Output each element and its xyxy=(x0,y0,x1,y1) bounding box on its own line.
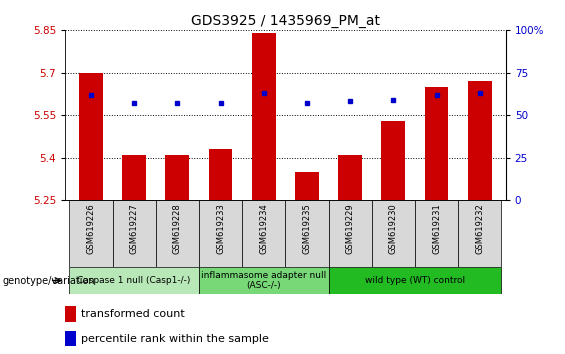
Text: percentile rank within the sample: percentile rank within the sample xyxy=(81,333,269,344)
Title: GDS3925 / 1435969_PM_at: GDS3925 / 1435969_PM_at xyxy=(191,14,380,28)
Bar xyxy=(338,155,362,200)
Text: GSM619235: GSM619235 xyxy=(302,203,311,254)
Bar xyxy=(199,267,328,294)
Bar xyxy=(242,200,285,267)
Text: transformed count: transformed count xyxy=(81,309,185,319)
Bar xyxy=(69,200,112,267)
Bar xyxy=(252,33,276,200)
Bar xyxy=(468,81,492,200)
Bar xyxy=(199,200,242,267)
Bar xyxy=(372,200,415,267)
Bar xyxy=(156,200,199,267)
Text: genotype/variation: genotype/variation xyxy=(3,275,95,286)
Text: GSM619234: GSM619234 xyxy=(259,203,268,254)
Text: GSM619233: GSM619233 xyxy=(216,203,225,254)
Bar xyxy=(285,200,328,267)
Bar xyxy=(122,155,146,200)
Text: GSM619231: GSM619231 xyxy=(432,203,441,254)
Bar xyxy=(79,73,103,200)
Text: inflammasome adapter null
(ASC-/-): inflammasome adapter null (ASC-/-) xyxy=(201,271,327,290)
Text: Caspase 1 null (Casp1-/-): Caspase 1 null (Casp1-/-) xyxy=(77,276,191,285)
Bar xyxy=(65,331,76,347)
Bar xyxy=(295,172,319,200)
Text: GSM619226: GSM619226 xyxy=(86,203,95,254)
Bar xyxy=(69,267,199,294)
Text: GSM619227: GSM619227 xyxy=(129,203,138,254)
Text: GSM619229: GSM619229 xyxy=(346,203,355,254)
Text: wild type (WT) control: wild type (WT) control xyxy=(365,276,465,285)
Bar xyxy=(112,200,156,267)
Bar xyxy=(65,306,76,322)
Bar xyxy=(328,267,501,294)
Text: GSM619232: GSM619232 xyxy=(475,203,484,254)
Bar xyxy=(328,200,372,267)
Bar xyxy=(415,200,458,267)
Bar xyxy=(208,149,232,200)
Bar xyxy=(166,155,189,200)
Text: GSM619228: GSM619228 xyxy=(173,203,182,254)
Bar xyxy=(381,121,405,200)
Text: GSM619230: GSM619230 xyxy=(389,203,398,254)
Bar xyxy=(425,87,449,200)
Bar xyxy=(458,200,501,267)
